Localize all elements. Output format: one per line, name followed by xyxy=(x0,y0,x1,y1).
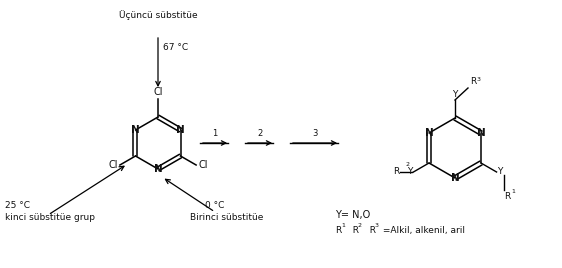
Text: R: R xyxy=(347,226,359,235)
Text: 67 °C: 67 °C xyxy=(163,43,188,53)
Text: Cl: Cl xyxy=(108,160,118,170)
Text: Y: Y xyxy=(407,168,413,177)
Text: 2: 2 xyxy=(405,162,410,167)
Text: 3: 3 xyxy=(477,77,481,82)
Text: N: N xyxy=(131,125,140,135)
Text: 3: 3 xyxy=(375,223,379,228)
Text: N: N xyxy=(176,125,185,135)
Text: Birinci sübstitüe: Birinci sübstitüe xyxy=(190,214,264,222)
Text: R: R xyxy=(364,226,376,235)
Text: 1: 1 xyxy=(212,129,217,138)
Text: =Alkil, alkenil, aril: =Alkil, alkenil, aril xyxy=(380,226,465,235)
Text: R: R xyxy=(335,226,341,235)
Text: Cl: Cl xyxy=(198,160,207,170)
Text: kinci sübstitüe grup: kinci sübstitüe grup xyxy=(5,214,95,222)
Text: Y= N,O: Y= N,O xyxy=(335,210,370,220)
Text: N: N xyxy=(451,173,459,183)
Text: Y: Y xyxy=(452,90,457,99)
Text: R: R xyxy=(393,168,400,177)
Text: 0 °C: 0 °C xyxy=(205,200,224,210)
Text: Y: Y xyxy=(497,168,503,177)
Text: R: R xyxy=(470,77,476,86)
Text: R: R xyxy=(505,192,511,201)
Text: Cl: Cl xyxy=(153,87,163,97)
Text: 3: 3 xyxy=(312,129,318,138)
Text: N: N xyxy=(425,128,433,138)
Text: 1: 1 xyxy=(341,223,345,228)
Text: 1: 1 xyxy=(511,189,515,194)
Text: 2: 2 xyxy=(358,223,362,228)
Text: 25 °C: 25 °C xyxy=(5,200,30,210)
Text: 2: 2 xyxy=(257,129,262,138)
Text: N: N xyxy=(477,128,486,138)
Text: N: N xyxy=(153,164,162,174)
Text: Üçüncü sübstitüe: Üçüncü sübstitüe xyxy=(119,10,197,20)
